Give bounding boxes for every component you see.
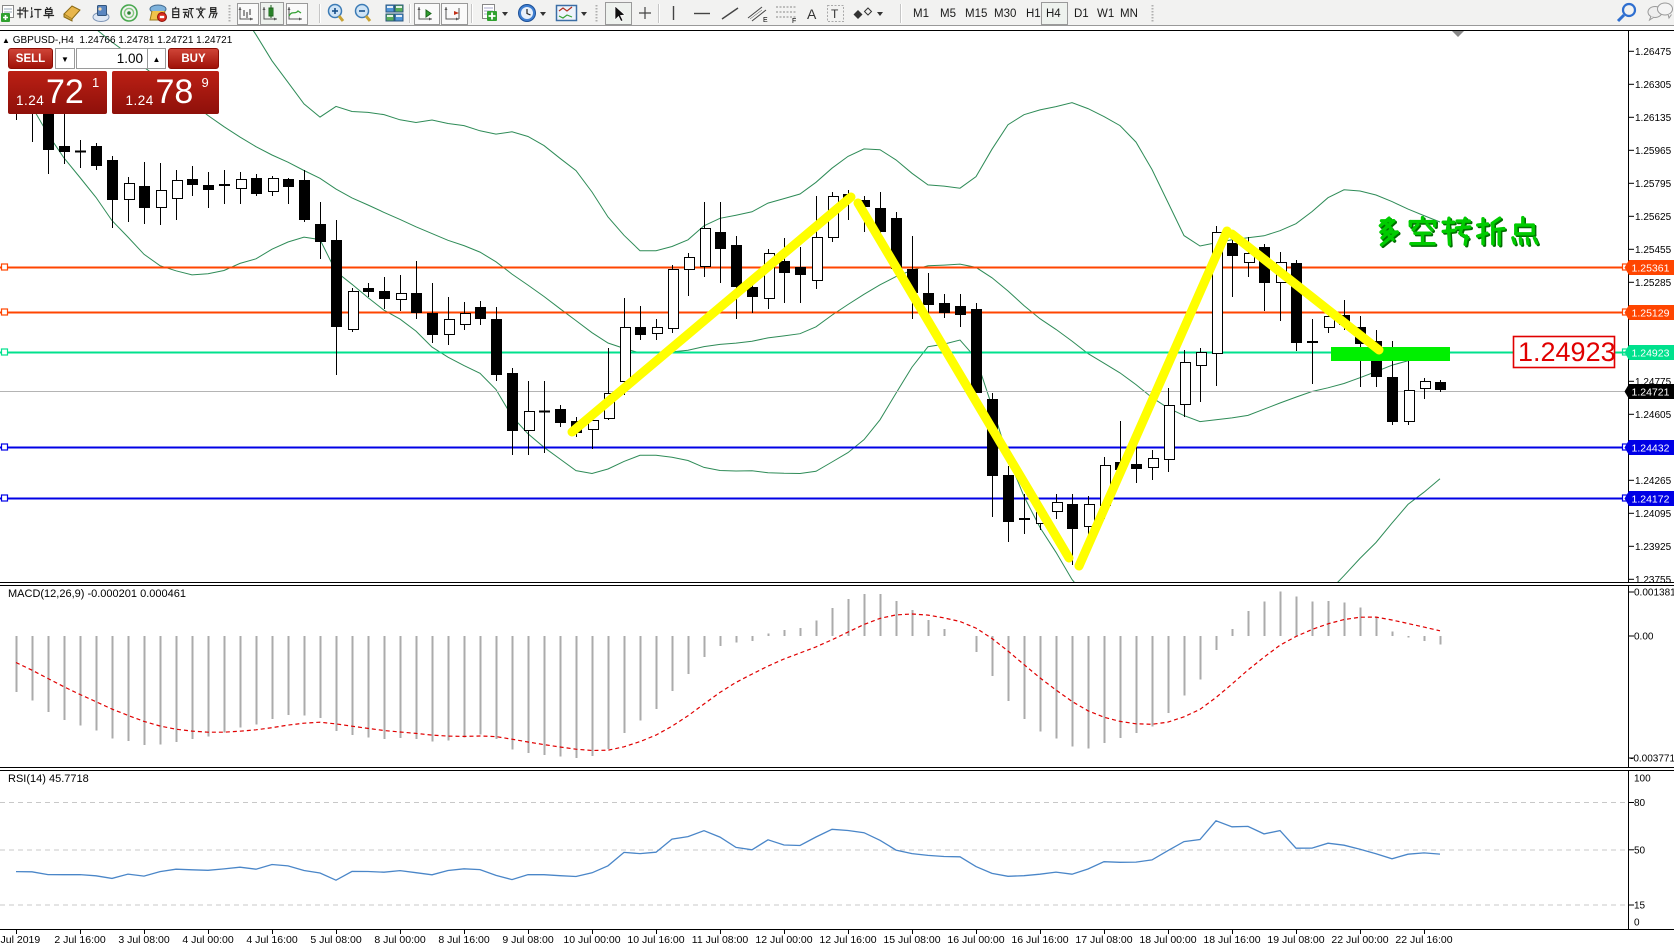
- svg-text:H1: H1: [1026, 8, 1041, 20]
- svg-text:1.26305: 1.26305: [1635, 80, 1672, 91]
- svg-text:RSI(14) 45.7718: RSI(14) 45.7718: [8, 773, 89, 785]
- svg-text:1.24923: 1.24923: [1518, 337, 1616, 367]
- svg-text:D1: D1: [1074, 8, 1089, 20]
- svg-text:1.25455: 1.25455: [1635, 245, 1672, 256]
- svg-text:2 Jul 2019: 2 Jul 2019: [0, 934, 40, 946]
- svg-text:W1: W1: [1097, 8, 1114, 20]
- svg-text:M30: M30: [994, 8, 1016, 20]
- svg-text:1.25965: 1.25965: [1635, 146, 1672, 157]
- svg-text:A: A: [807, 6, 817, 22]
- svg-text:0.001381: 0.001381: [1634, 588, 1674, 599]
- svg-text:1.23925: 1.23925: [1635, 542, 1672, 553]
- svg-text:18 Jul 00:00: 18 Jul 00:00: [1139, 934, 1196, 946]
- svg-text:1.25361: 1.25361: [1632, 262, 1670, 274]
- svg-text:11 Jul 08:00: 11 Jul 08:00: [692, 934, 749, 946]
- svg-text:1.24775: 1.24775: [1635, 377, 1672, 388]
- svg-text:H4: H4: [1046, 8, 1061, 20]
- svg-text:16 Jul 00:00: 16 Jul 00:00: [947, 934, 1004, 946]
- svg-text:22 Jul 00:00: 22 Jul 00:00: [1331, 934, 1388, 946]
- svg-text:1.23755: 1.23755: [1635, 575, 1672, 586]
- svg-text:1.25625: 1.25625: [1635, 212, 1672, 223]
- svg-text:4 Jul 00:00: 4 Jul 00:00: [182, 934, 234, 946]
- svg-text:10 Jul 00:00: 10 Jul 00:00: [563, 934, 620, 946]
- svg-text:1.26135: 1.26135: [1635, 113, 1672, 124]
- svg-text:1.24605: 1.24605: [1635, 410, 1672, 421]
- svg-text:17 Jul 08:00: 17 Jul 08:00: [1075, 934, 1132, 946]
- svg-text:22 Jul 16:00: 22 Jul 16:00: [1395, 934, 1452, 946]
- svg-text:1.25795: 1.25795: [1635, 179, 1672, 190]
- svg-text:12 Jul 16:00: 12 Jul 16:00: [819, 934, 876, 946]
- svg-text:1.24095: 1.24095: [1635, 509, 1672, 520]
- svg-text:4 Jul 16:00: 4 Jul 16:00: [246, 934, 298, 946]
- svg-text:8 Jul 00:00: 8 Jul 00:00: [374, 934, 426, 946]
- svg-text:9 Jul 08:00: 9 Jul 08:00: [502, 934, 554, 946]
- svg-text:100: 100: [1634, 774, 1651, 785]
- svg-text:12 Jul 00:00: 12 Jul 00:00: [755, 934, 812, 946]
- svg-text:15 Jul 08:00: 15 Jul 08:00: [883, 934, 940, 946]
- svg-text:1.25285: 1.25285: [1635, 278, 1672, 289]
- svg-text:10 Jul 16:00: 10 Jul 16:00: [627, 934, 684, 946]
- svg-text:T: T: [831, 7, 839, 21]
- svg-text:MACD(12,26,9) -0.000201 0.0004: MACD(12,26,9) -0.000201 0.000461: [8, 588, 186, 600]
- svg-text:15: 15: [1634, 901, 1646, 912]
- svg-text:5 Jul 08:00: 5 Jul 08:00: [310, 934, 362, 946]
- svg-text:1.24172: 1.24172: [1632, 493, 1670, 505]
- svg-text:2 Jul 16:00: 2 Jul 16:00: [54, 934, 106, 946]
- svg-text:1.24432: 1.24432: [1632, 442, 1670, 454]
- svg-text:M5: M5: [940, 8, 956, 20]
- svg-text:M1: M1: [913, 8, 929, 20]
- svg-text:8 Jul 16:00: 8 Jul 16:00: [438, 934, 490, 946]
- svg-text:-0.003771: -0.003771: [1630, 754, 1674, 765]
- svg-text:0.00: 0.00: [1634, 632, 1654, 643]
- svg-text:1.24721: 1.24721: [1632, 386, 1670, 398]
- svg-text:1.25129: 1.25129: [1632, 307, 1670, 319]
- svg-text:1.24265: 1.24265: [1635, 476, 1672, 487]
- svg-text:F: F: [792, 18, 796, 25]
- svg-text:1.26475: 1.26475: [1635, 47, 1672, 58]
- svg-text:E: E: [763, 17, 768, 24]
- svg-text:16 Jul 16:00: 16 Jul 16:00: [1011, 934, 1068, 946]
- svg-text:19 Jul 08:00: 19 Jul 08:00: [1267, 934, 1324, 946]
- svg-text:M15: M15: [965, 8, 987, 20]
- svg-text:0: 0: [1634, 917, 1640, 928]
- svg-text:3 Jul 08:00: 3 Jul 08:00: [118, 934, 170, 946]
- svg-text:50: 50: [1634, 845, 1646, 856]
- svg-text:18 Jul 16:00: 18 Jul 16:00: [1203, 934, 1260, 946]
- svg-text:1.24923: 1.24923: [1632, 347, 1670, 359]
- svg-text:80: 80: [1634, 798, 1646, 809]
- svg-text:MN: MN: [1120, 8, 1138, 20]
